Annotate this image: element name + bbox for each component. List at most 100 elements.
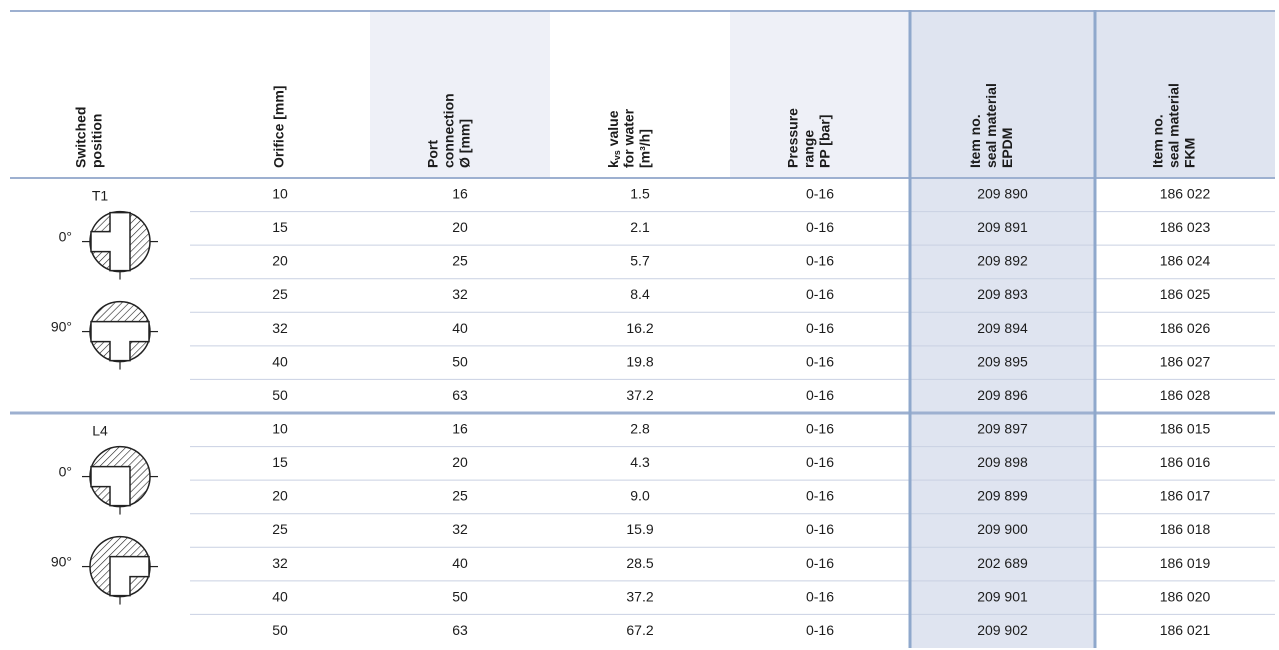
cell-text: 32	[272, 320, 288, 336]
cell-text: 67.2	[626, 622, 653, 638]
header-text: position	[89, 114, 105, 168]
cell-text: 50	[272, 622, 288, 638]
cell-text: 28.5	[626, 555, 653, 571]
cell-text: 186 015	[1160, 420, 1211, 436]
cell-text: 186 021	[1160, 622, 1211, 638]
cell-text: 10	[272, 420, 288, 436]
cell-text: 209 899	[977, 488, 1028, 504]
valve-icon	[82, 300, 158, 370]
cell-text: 32	[452, 286, 468, 302]
cell-text: 25	[272, 521, 288, 537]
cell-text: 0-16	[806, 219, 834, 235]
cell-text: 0-16	[806, 488, 834, 504]
cell-text: 50	[452, 588, 468, 604]
header-text: Ø [mm]	[457, 119, 473, 168]
angle-label: 0°	[59, 228, 72, 244]
cell-text: 20	[452, 454, 468, 470]
cell-text: 186 028	[1160, 387, 1211, 403]
cell-text: 202 689	[977, 555, 1028, 571]
cell-text: 186 025	[1160, 286, 1211, 302]
cell-text: 186 016	[1160, 454, 1211, 470]
cell-text: 50	[452, 353, 468, 369]
cell-text: 5.7	[630, 253, 650, 269]
header-text: Item no.	[967, 114, 983, 168]
cell-text: 9.0	[630, 488, 650, 504]
cell-text: 63	[452, 622, 468, 638]
cell-text: 0-16	[806, 588, 834, 604]
cell-text: 1.5	[630, 185, 650, 201]
header-text: FKM	[1182, 138, 1198, 168]
cell-text: 0-16	[806, 253, 834, 269]
cell-text: 19.8	[626, 353, 653, 369]
header-subscript: vs	[612, 150, 622, 160]
valve-icon	[82, 210, 158, 280]
cell-text: 0-16	[806, 286, 834, 302]
cell-text: 32	[272, 555, 288, 571]
header-text: Item no.	[1150, 114, 1166, 168]
cell-text: 15	[272, 454, 288, 470]
cell-text: 209 902	[977, 622, 1028, 638]
cell-text: 16	[452, 420, 468, 436]
cell-text: 0-16	[806, 420, 834, 436]
cell-text: 0-16	[806, 622, 834, 638]
cell-text: 0-16	[806, 521, 834, 537]
cell-text: 40	[272, 353, 288, 369]
cell-text: 209 891	[977, 219, 1028, 235]
angle-label: 0°	[59, 463, 72, 479]
cell-text: 209 897	[977, 420, 1028, 436]
header-cell	[10, 10, 190, 178]
cell-text: 2.1	[630, 219, 650, 235]
cell-text: 25	[452, 253, 468, 269]
cell-text: 50	[272, 387, 288, 403]
header-cell	[910, 10, 1095, 178]
cell-text: 40	[452, 555, 468, 571]
icon-channel	[90, 320, 150, 362]
header-text: Port	[425, 140, 441, 168]
cell-text: 20	[272, 488, 288, 504]
cell-text: 209 895	[977, 353, 1028, 369]
cell-text: 32	[452, 521, 468, 537]
valve-icon	[82, 445, 158, 515]
position-label: L4	[92, 422, 108, 438]
cell-text: 209 898	[977, 454, 1028, 470]
cell-text: 0-16	[806, 353, 834, 369]
angle-label: 90°	[51, 318, 72, 334]
cell-text: 0-16	[806, 555, 834, 571]
header-text: Pressure	[785, 108, 801, 168]
cell-text: 209 900	[977, 521, 1028, 537]
cell-text: 10	[272, 185, 288, 201]
cell-text: 2.8	[630, 420, 650, 436]
icon-channel	[90, 211, 131, 272]
cell-text: 20	[452, 219, 468, 235]
position-label: T1	[92, 187, 109, 203]
cell-text: 209 901	[977, 588, 1028, 604]
cell-text: 186 018	[1160, 521, 1211, 537]
cell-text: 209 894	[977, 320, 1028, 336]
header-text: Switched	[73, 107, 89, 168]
cell-text: 186 024	[1160, 253, 1211, 269]
cell-text: 186 019	[1160, 555, 1211, 571]
cell-text: 8.4	[630, 286, 650, 302]
icon-channel	[90, 465, 131, 507]
cell-text: 209 892	[977, 253, 1028, 269]
cell-text: 25	[272, 286, 288, 302]
header-cell	[190, 10, 370, 178]
cell-text: 0-16	[806, 387, 834, 403]
cell-text: 25	[452, 488, 468, 504]
header-text: PP [bar]	[817, 115, 833, 168]
cell-text: 186 023	[1160, 219, 1211, 235]
cell-text: 186 020	[1160, 588, 1211, 604]
cell-text: 186 017	[1160, 488, 1211, 504]
header-cell	[550, 10, 730, 178]
cell-text: 209 890	[977, 185, 1028, 201]
header-text: EPDM	[999, 128, 1015, 168]
header-text: value	[605, 110, 621, 150]
cell-text: 37.2	[626, 387, 653, 403]
header-text: seal material	[1166, 83, 1182, 168]
header-cell	[730, 10, 910, 178]
cell-text: 15.9	[626, 521, 653, 537]
header-cell	[370, 10, 550, 178]
angle-label: 90°	[51, 553, 72, 569]
cell-text: 20	[272, 253, 288, 269]
